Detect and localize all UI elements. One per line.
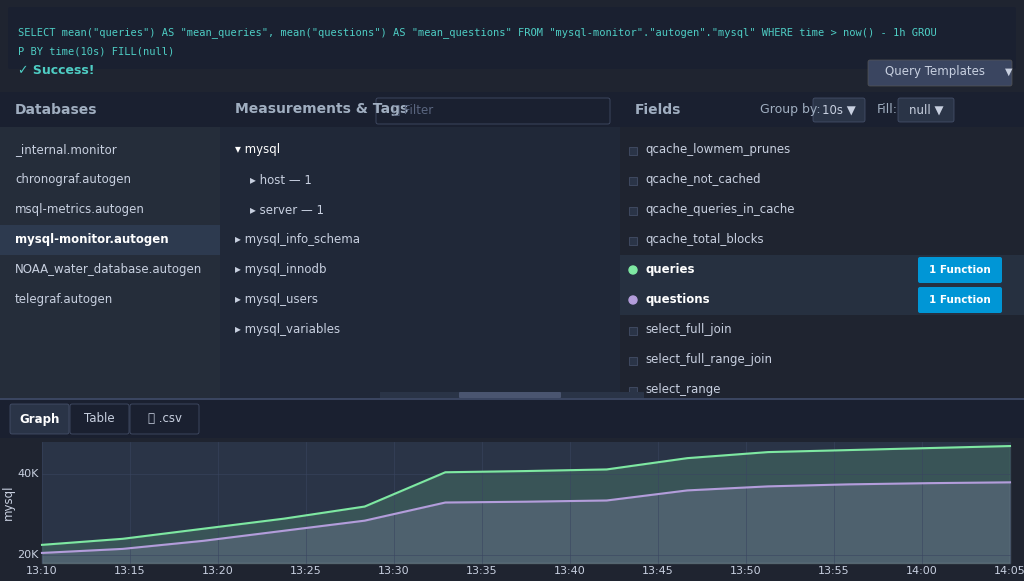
- Bar: [0, 225, 220, 255]
- Circle shape: [629, 296, 637, 304]
- Text: ▸ host — 1: ▸ host — 1: [250, 174, 312, 187]
- Bar: [0, 398, 1024, 400]
- FancyBboxPatch shape: [70, 404, 129, 434]
- Text: select_full_range_join: select_full_range_join: [645, 353, 772, 367]
- Bar: [620, 92, 1024, 400]
- Text: ▸ mysql_variables: ▸ mysql_variables: [234, 324, 340, 336]
- Text: questions: questions: [645, 293, 710, 307]
- Bar: [42, 442, 1010, 563]
- Text: telegraf.autogen: telegraf.autogen: [15, 293, 114, 307]
- Text: Databases: Databases: [15, 102, 97, 117]
- FancyBboxPatch shape: [459, 392, 561, 398]
- Text: ▸ mysql_info_schema: ▸ mysql_info_schema: [234, 234, 360, 246]
- FancyBboxPatch shape: [918, 287, 1002, 313]
- Text: NOAA_water_database.autogen: NOAA_water_database.autogen: [15, 264, 203, 277]
- FancyBboxPatch shape: [813, 98, 865, 122]
- Text: mysql: mysql: [1, 485, 14, 520]
- Text: ⤓ .csv: ⤓ .csv: [147, 413, 181, 425]
- Text: Measurements & Tags: Measurements & Tags: [234, 102, 409, 117]
- Text: 13:20: 13:20: [202, 566, 233, 576]
- Bar: [629, 207, 637, 215]
- Text: 20K: 20K: [17, 550, 39, 560]
- Text: Fill:: Fill:: [877, 103, 898, 116]
- FancyBboxPatch shape: [10, 404, 69, 434]
- Text: qcache_not_cached: qcache_not_cached: [645, 174, 761, 187]
- Bar: [629, 177, 637, 185]
- Bar: [0, 92, 220, 400]
- Text: Fields: Fields: [635, 102, 681, 117]
- Circle shape: [629, 266, 637, 274]
- Bar: [620, 285, 1024, 315]
- Text: ▸ mysql_users: ▸ mysql_users: [234, 293, 318, 307]
- Text: _internal.monitor: _internal.monitor: [15, 144, 117, 156]
- FancyBboxPatch shape: [898, 98, 954, 122]
- FancyBboxPatch shape: [918, 257, 1002, 283]
- Text: Table: Table: [84, 413, 115, 425]
- Text: ▼: ▼: [1005, 67, 1013, 77]
- Text: 13:30: 13:30: [378, 566, 410, 576]
- Text: ▸ server — 1: ▸ server — 1: [250, 203, 324, 217]
- Text: P BY time(10s) FILL(null): P BY time(10s) FILL(null): [18, 47, 174, 57]
- Text: Query Templates: Query Templates: [885, 66, 985, 78]
- Text: select_full_join: select_full_join: [645, 324, 731, 336]
- FancyBboxPatch shape: [130, 404, 199, 434]
- Text: 13:35: 13:35: [466, 566, 498, 576]
- Text: 13:40: 13:40: [554, 566, 586, 576]
- Bar: [629, 147, 637, 155]
- Text: select_range: select_range: [645, 383, 721, 396]
- Text: 1 Function: 1 Function: [929, 265, 991, 275]
- Text: SELECT mean("queries") AS "mean_queries", mean("questions") AS "mean_questions" : SELECT mean("queries") AS "mean_queries"…: [18, 27, 937, 38]
- Text: 13:10: 13:10: [27, 566, 57, 576]
- Text: 13:55: 13:55: [818, 566, 850, 576]
- Text: mysql-monitor.autogen: mysql-monitor.autogen: [15, 234, 169, 246]
- Text: msql-metrics.autogen: msql-metrics.autogen: [15, 203, 144, 217]
- Text: Group by:: Group by:: [760, 103, 820, 116]
- Text: chronograf.autogen: chronograf.autogen: [15, 174, 131, 187]
- Text: 13:50: 13:50: [730, 566, 762, 576]
- Bar: [629, 387, 637, 395]
- Text: 14:05: 14:05: [994, 566, 1024, 576]
- Bar: [0, 400, 1024, 438]
- Text: qcache_lowmem_prunes: qcache_lowmem_prunes: [645, 144, 791, 156]
- FancyBboxPatch shape: [8, 7, 1016, 69]
- Text: 🔍 Filter: 🔍 Filter: [393, 105, 433, 117]
- Text: 13:25: 13:25: [290, 566, 322, 576]
- FancyBboxPatch shape: [868, 60, 1012, 86]
- Text: ▸ mysql_innodb: ▸ mysql_innodb: [234, 264, 327, 277]
- Bar: [629, 327, 637, 335]
- Text: null ▼: null ▼: [908, 103, 943, 117]
- Text: 40K: 40K: [17, 469, 39, 479]
- Bar: [380, 392, 644, 398]
- Bar: [220, 92, 620, 400]
- Text: 14:00: 14:00: [906, 566, 938, 576]
- Bar: [620, 255, 1024, 285]
- Text: 13:45: 13:45: [642, 566, 674, 576]
- FancyBboxPatch shape: [376, 98, 610, 124]
- Text: 13:15: 13:15: [115, 566, 145, 576]
- Bar: [0, 92, 1024, 127]
- Text: ✓ Success!: ✓ Success!: [18, 64, 94, 77]
- Text: 10s ▼: 10s ▼: [822, 103, 856, 117]
- Text: ▾ mysql: ▾ mysql: [234, 144, 281, 156]
- Bar: [629, 357, 637, 365]
- Text: Graph: Graph: [19, 413, 59, 425]
- Text: qcache_total_blocks: qcache_total_blocks: [645, 234, 764, 246]
- Text: 1 Function: 1 Function: [929, 295, 991, 305]
- Text: qcache_queries_in_cache: qcache_queries_in_cache: [645, 203, 795, 217]
- Text: queries: queries: [645, 264, 694, 277]
- Bar: [629, 237, 637, 245]
